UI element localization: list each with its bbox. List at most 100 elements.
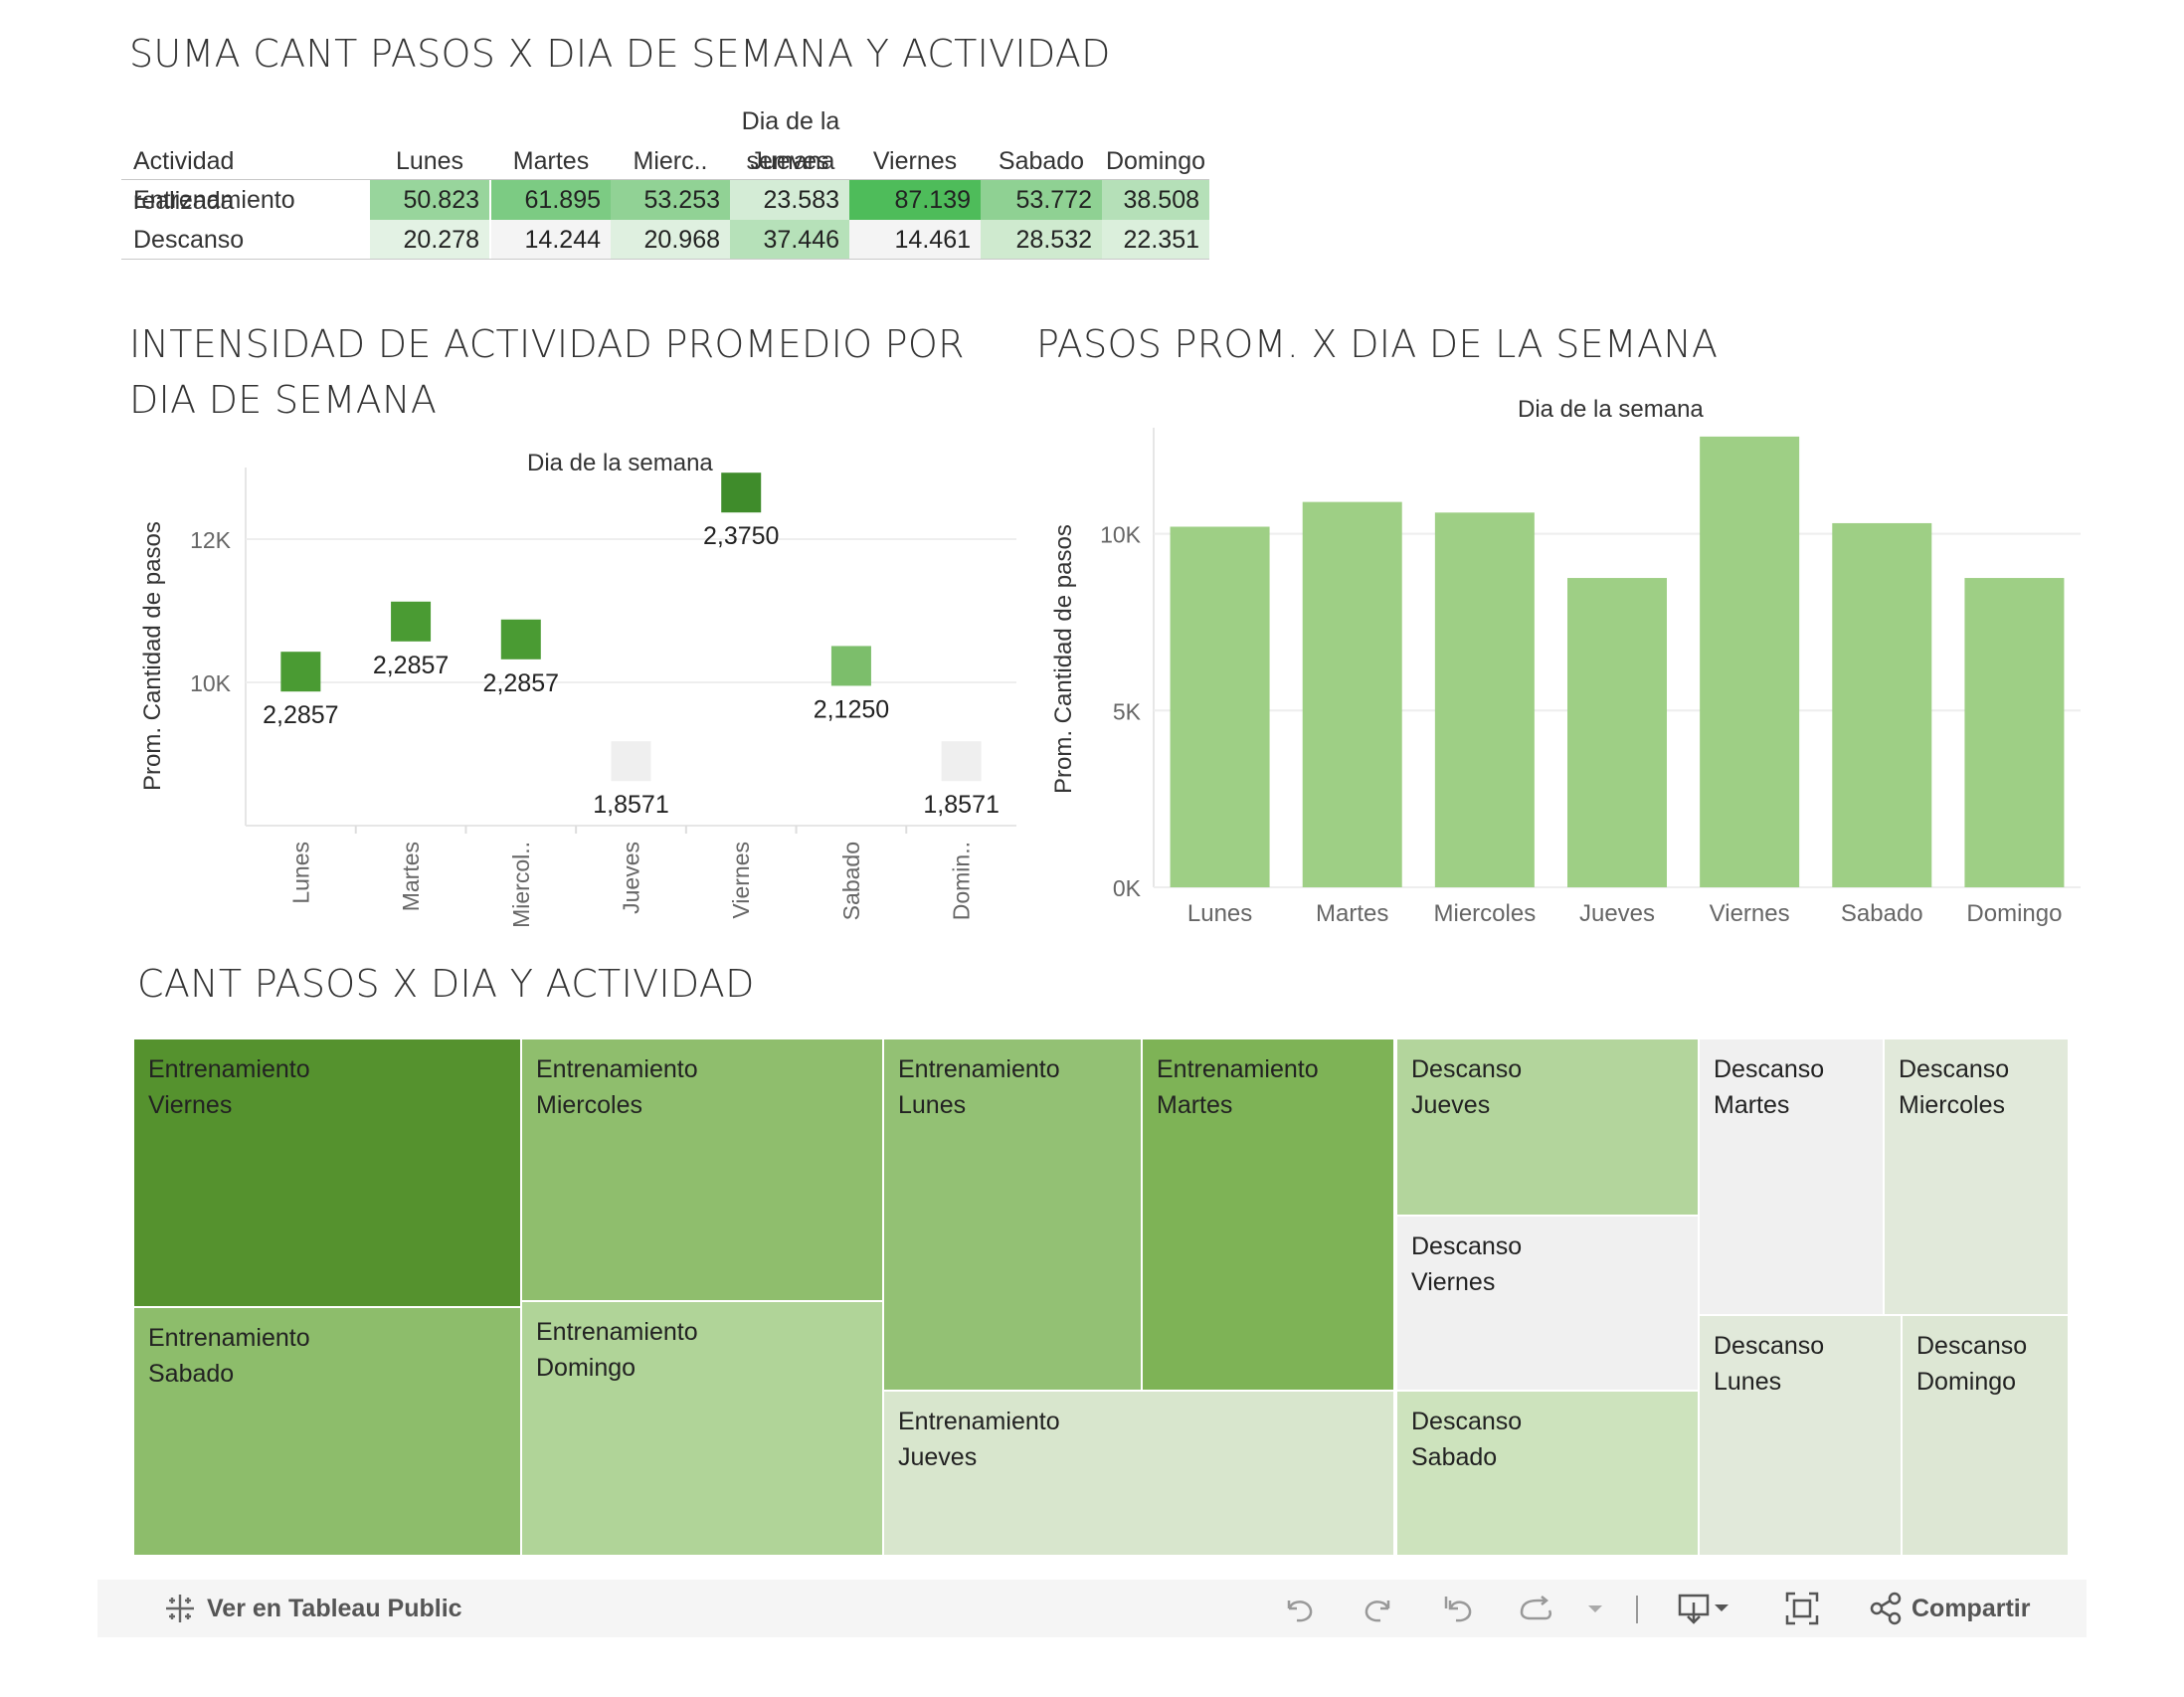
- table-cell[interactable]: 53.772: [981, 180, 1102, 220]
- data-mark[interactable]: [280, 652, 321, 692]
- treemap-cell[interactable]: Descanso Martes: [1699, 1038, 1884, 1315]
- table-cell[interactable]: 28.532: [981, 220, 1102, 260]
- share-icon: [1870, 1592, 1902, 1625]
- data-mark[interactable]: [830, 646, 871, 686]
- table-cell[interactable]: 14.244: [491, 220, 611, 260]
- table-col-header: Viernes: [872, 147, 958, 175]
- data-label: 2,1250: [814, 695, 889, 723]
- bar[interactable]: [1700, 436, 1800, 887]
- treemap-cell[interactable]: Entrenamiento Sabado: [133, 1307, 521, 1556]
- bar[interactable]: [1964, 578, 2065, 887]
- redo-button[interactable]: [1361, 1580, 1396, 1637]
- x-tick-label: Martes: [1316, 900, 1388, 927]
- data-label: 2,2857: [263, 701, 338, 729]
- treemap-cell[interactable]: Descanso Domingo: [1902, 1315, 2069, 1556]
- download-button[interactable]: [1677, 1580, 1732, 1637]
- fullscreen-button[interactable]: [1784, 1580, 1820, 1637]
- x-tick-label: Lunes: [287, 842, 313, 904]
- table-col-header: Lunes: [395, 147, 464, 175]
- x-tick-label: Domingo: [1966, 900, 2062, 927]
- treemap-cell[interactable]: Entrenamiento Miercoles: [521, 1038, 883, 1301]
- view-in-tableau-button[interactable]: Ver en Tableau Public: [163, 1580, 462, 1637]
- treemap-label-day: Jueves: [898, 1443, 978, 1471]
- data-label: 2,3750: [703, 522, 779, 550]
- bar[interactable]: [1434, 512, 1535, 887]
- revert-icon: [1444, 1597, 1472, 1622]
- treemap-label-day: Domingo: [536, 1354, 637, 1382]
- data-mark[interactable]: [500, 619, 541, 660]
- treemap-title: CANT PASOS X DIA Y ACTIVIDAD: [137, 962, 755, 1006]
- bar[interactable]: [1567, 578, 1667, 887]
- treemap-cell[interactable]: Entrenamiento Viernes: [133, 1038, 521, 1307]
- table-cell[interactable]: 37.446: [730, 220, 849, 260]
- treemap-label-activity: Descanso: [1916, 1332, 2028, 1360]
- data-mark[interactable]: [611, 741, 651, 782]
- intensity-chart-title-line1: INTENSIDAD DE ACTIVIDAD PROMEDIO POR: [129, 322, 965, 366]
- treemap-label-activity: Entrenamiento: [536, 1318, 698, 1346]
- treemap-cell[interactable]: Entrenamiento Domingo: [521, 1301, 883, 1556]
- data-label: 2,2857: [483, 669, 559, 697]
- data-label: 2,2857: [373, 652, 449, 679]
- treemap-cell[interactable]: Entrenamiento Jueves: [883, 1391, 1394, 1556]
- share-button[interactable]: Compartir: [1868, 1580, 2030, 1637]
- table-cell[interactable]: 50.823: [370, 180, 489, 220]
- table-col-header: Mierc..: [633, 147, 708, 175]
- table-row-label: Entrenamiento: [133, 186, 295, 214]
- treemap-cell[interactable]: Entrenamiento Martes: [1142, 1038, 1394, 1391]
- treemap-label-activity: Descanso: [1411, 1408, 1523, 1435]
- tableau-icon: [166, 1595, 194, 1622]
- table-divider: [121, 179, 1209, 180]
- x-tick-label: Viernes: [728, 842, 754, 919]
- more-dropdown[interactable]: [1585, 1580, 1605, 1637]
- treemap-label-activity: Descanso: [1714, 1332, 1825, 1360]
- table-col-header: Domingo: [1105, 147, 1206, 175]
- table-cell[interactable]: 38.508: [1102, 180, 1209, 220]
- revert-button[interactable]: [1440, 1580, 1476, 1637]
- y-tick-label: 5K: [1113, 698, 1142, 724]
- treemap-cell[interactable]: Descanso Miercoles: [1884, 1038, 2069, 1315]
- treemap-cell[interactable]: Descanso Lunes: [1699, 1315, 1902, 1556]
- table-col-header: Martes: [512, 147, 590, 175]
- table-row-label: Descanso: [133, 226, 245, 254]
- table-col-header: Sabado: [998, 147, 1085, 175]
- table-cell[interactable]: 14.461: [849, 220, 981, 260]
- bar[interactable]: [1170, 526, 1270, 887]
- treemap-label-activity: Descanso: [1714, 1055, 1825, 1083]
- view-in-tableau-label: Ver en Tableau Public: [207, 1594, 462, 1622]
- x-tick-label: Domin..: [949, 842, 975, 920]
- treemap-cell[interactable]: Entrenamiento Lunes: [883, 1038, 1142, 1391]
- treemap-label-activity: Entrenamiento: [148, 1055, 310, 1083]
- data-mark[interactable]: [941, 741, 982, 782]
- undo-button[interactable]: [1281, 1580, 1317, 1637]
- table-cell[interactable]: 87.139: [849, 180, 981, 220]
- data-mark[interactable]: [391, 601, 432, 642]
- bar[interactable]: [1302, 501, 1402, 887]
- table-cell[interactable]: 23.583: [730, 180, 849, 220]
- treemap-label-day: Viernes: [1411, 1268, 1496, 1296]
- x-tick-label: Miercol..: [508, 842, 534, 928]
- download-icon: [1678, 1594, 1729, 1624]
- x-tick-label: Sabado: [1841, 900, 1923, 927]
- treemap-cell[interactable]: Descanso Jueves: [1396, 1038, 1699, 1216]
- bar-chart-title: PASOS PROM. X DIA DE LA SEMANA: [1036, 322, 1719, 366]
- refresh-button[interactable]: [1516, 1580, 1555, 1637]
- treemap-label-day: Martes: [1714, 1091, 1790, 1119]
- treemap-cell[interactable]: Descanso Viernes: [1396, 1216, 1699, 1391]
- data-mark[interactable]: [721, 472, 762, 513]
- table-cell[interactable]: 20.968: [611, 220, 730, 260]
- treemap-cell[interactable]: Descanso Sabado: [1396, 1391, 1699, 1556]
- x-tick-label: Martes: [398, 842, 424, 911]
- bar[interactable]: [1832, 522, 1932, 887]
- table-cell[interactable]: 20.278: [370, 220, 489, 260]
- treemap-label-day: Viernes: [148, 1091, 233, 1119]
- table-cell[interactable]: 22.351: [1102, 220, 1209, 260]
- redo-icon: [1365, 1601, 1390, 1622]
- table-cell[interactable]: 53.253: [611, 180, 730, 220]
- treemap-label-activity: Descanso: [1411, 1055, 1523, 1083]
- y-tick-label: 0K: [1113, 875, 1142, 901]
- bar-x-title: Dia de la semana: [1518, 396, 1704, 423]
- fullscreen-icon: [1785, 1592, 1819, 1625]
- treemap-label-day: Jueves: [1411, 1091, 1491, 1119]
- x-tick-label: Miercoles: [1434, 900, 1537, 927]
- table-cell[interactable]: 61.895: [491, 180, 611, 220]
